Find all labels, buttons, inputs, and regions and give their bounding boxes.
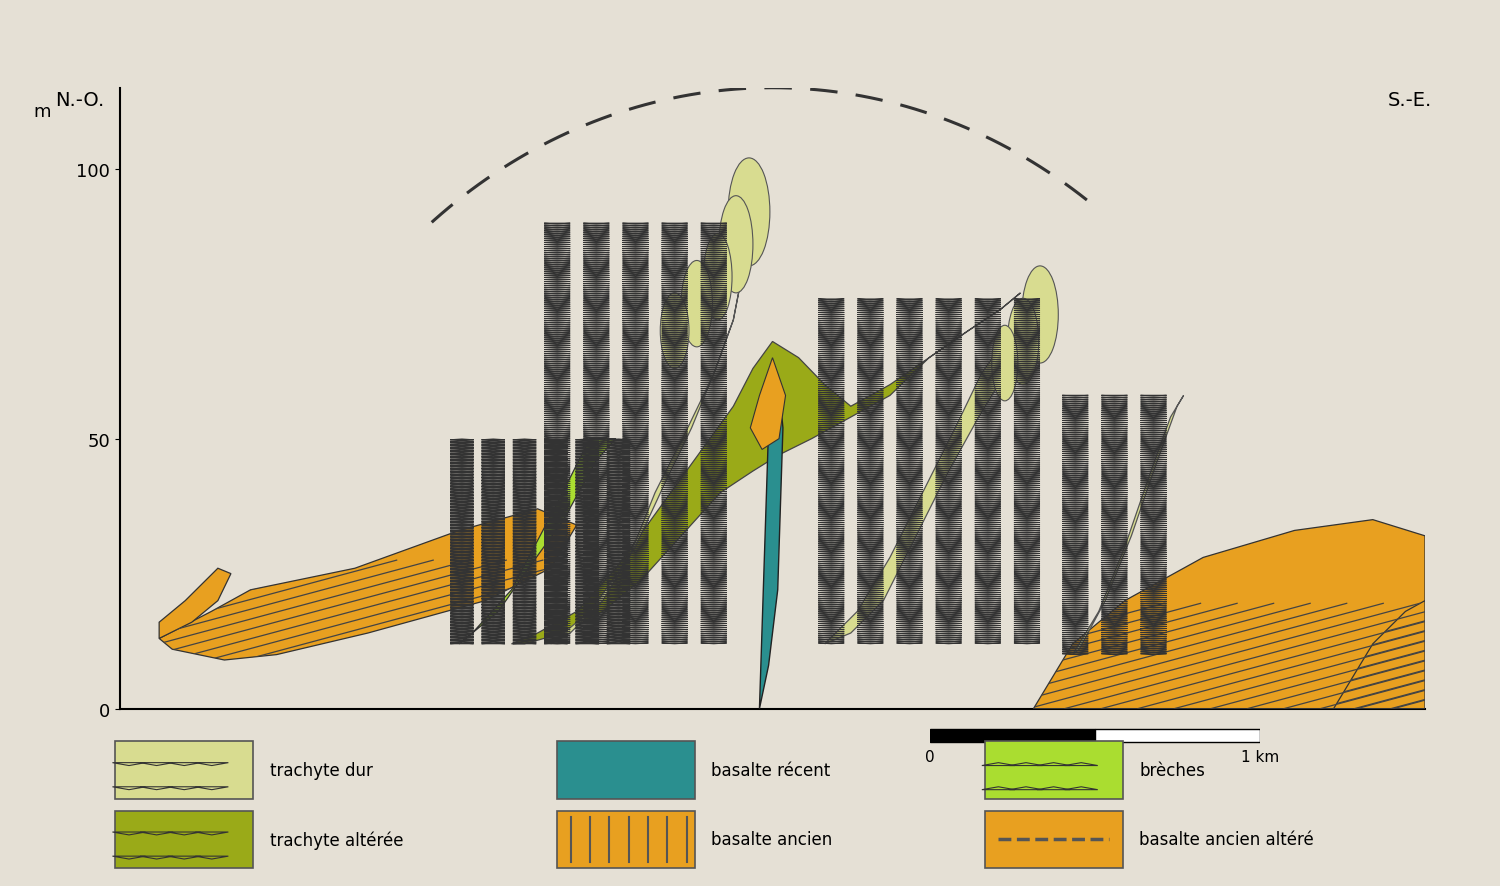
Text: brèches: brèches	[1138, 761, 1204, 779]
Ellipse shape	[718, 197, 753, 293]
Ellipse shape	[728, 159, 770, 267]
Polygon shape	[1334, 601, 1425, 709]
Text: S.-E.: S.-E.	[1388, 91, 1431, 110]
Polygon shape	[159, 509, 576, 660]
Text: basalte récent: basalte récent	[711, 761, 831, 779]
Text: 0: 0	[926, 749, 934, 764]
Bar	[984, 742, 1122, 799]
Ellipse shape	[992, 326, 1018, 401]
Text: N.-O.: N.-O.	[54, 91, 104, 110]
Ellipse shape	[681, 261, 712, 347]
Bar	[556, 811, 694, 868]
Text: 1 km: 1 km	[1240, 749, 1280, 764]
Text: basalte ancien: basalte ancien	[711, 830, 833, 849]
Ellipse shape	[1008, 299, 1038, 385]
Text: m: m	[33, 103, 51, 121]
Bar	[116, 742, 254, 799]
Text: trachyte dur: trachyte dur	[270, 761, 372, 779]
Ellipse shape	[1022, 267, 1059, 363]
Polygon shape	[550, 223, 748, 644]
Text: basalte ancien altéré: basalte ancien altéré	[1138, 830, 1314, 849]
Polygon shape	[1072, 396, 1184, 655]
Polygon shape	[512, 293, 1020, 644]
Bar	[930, 728, 1095, 742]
Bar	[556, 742, 694, 799]
Ellipse shape	[704, 234, 732, 321]
Bar	[984, 811, 1122, 868]
Polygon shape	[1034, 520, 1425, 709]
Bar	[116, 811, 254, 868]
Ellipse shape	[660, 293, 688, 369]
Text: trachyte altérée: trachyte altérée	[270, 830, 404, 849]
Polygon shape	[159, 569, 231, 639]
Polygon shape	[825, 293, 1047, 644]
Polygon shape	[759, 375, 783, 709]
Bar	[1095, 728, 1260, 742]
Polygon shape	[750, 358, 786, 450]
Polygon shape	[459, 439, 616, 644]
